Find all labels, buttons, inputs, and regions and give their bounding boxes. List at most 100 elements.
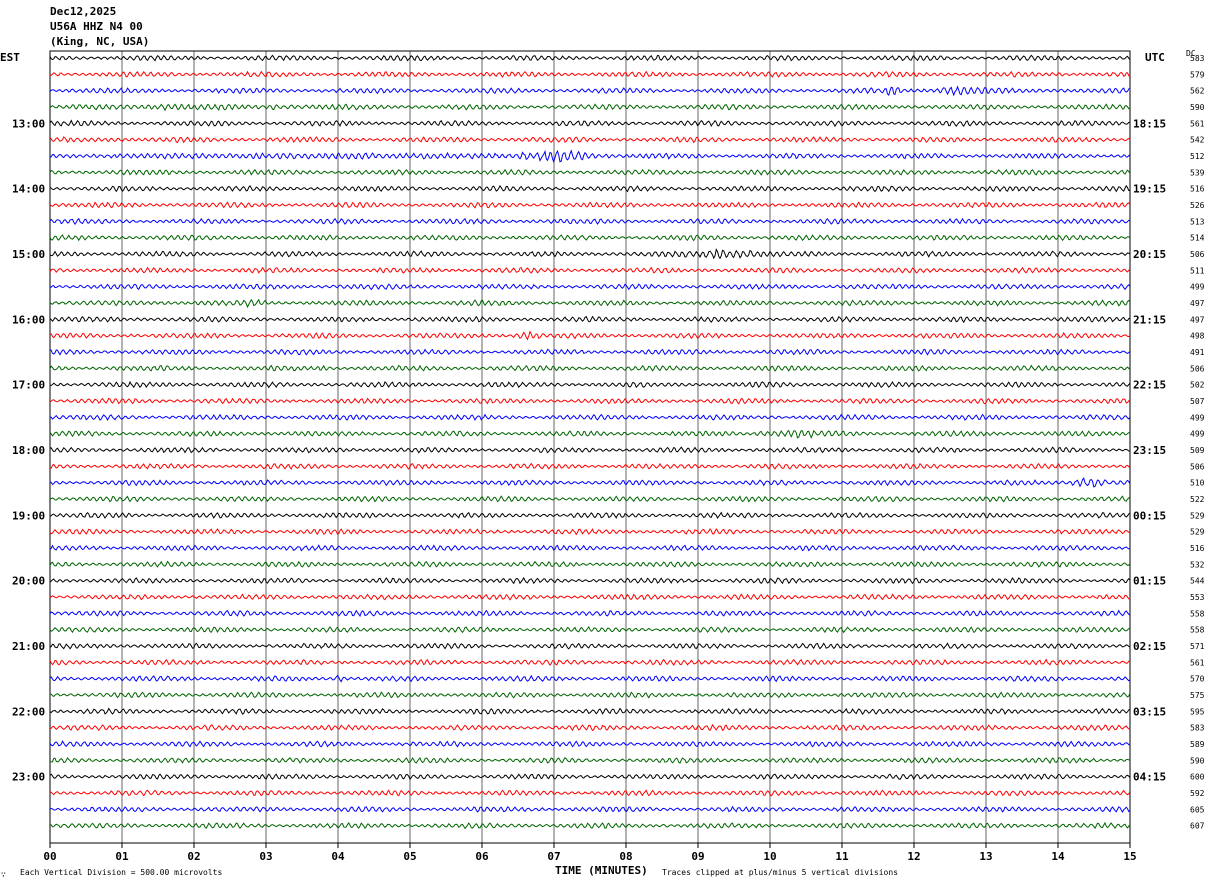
scale-note: Each Vertical Division = 500.00 microvol… (20, 868, 223, 877)
trace-line (49, 560, 1131, 568)
dc-offset-label: 507 (1190, 397, 1205, 406)
dc-offset-label: 571 (1190, 642, 1205, 651)
dc-offset-label: 526 (1190, 201, 1205, 210)
dc-offset-label: 539 (1190, 168, 1205, 177)
dc-offset-label: 553 (1190, 593, 1205, 602)
trace-line (49, 576, 1131, 585)
right-hour-label: 00:15 (1133, 509, 1166, 522)
x-tick-label: 06 (475, 850, 489, 863)
trace-line (49, 315, 1131, 324)
trace-line (49, 740, 1131, 748)
trace-line (49, 674, 1131, 683)
trace-line (49, 380, 1131, 389)
trace-line (49, 477, 1131, 488)
trace-line (49, 723, 1131, 732)
right-hour-label: 22:15 (1133, 379, 1166, 392)
x-tick-label: 10 (763, 850, 776, 863)
trace-line (49, 283, 1131, 291)
trace-line (49, 593, 1131, 601)
left-hour-label: 15:00 (12, 248, 45, 261)
trace-line (49, 642, 1131, 650)
right-hour-label: 02:15 (1133, 640, 1166, 653)
x-tick-label: 09 (691, 850, 704, 863)
trace-line (49, 495, 1131, 503)
dc-offset-label: 607 (1190, 822, 1205, 831)
x-tick-label: 07 (547, 850, 560, 863)
dc-offset-label: 512 (1190, 152, 1205, 161)
dc-offset-label: 502 (1190, 381, 1205, 390)
dc-offset-label: 605 (1190, 805, 1205, 814)
trace-line (49, 348, 1131, 356)
trace-line (49, 70, 1131, 78)
left-hour-label: 20:00 (12, 575, 45, 588)
trace-line (49, 397, 1131, 405)
trace-line (49, 413, 1131, 422)
trace-line (49, 429, 1131, 439)
trace-line (49, 609, 1131, 618)
dc-offset-label: 583 (1190, 54, 1205, 63)
dc-offset-label: 506 (1190, 364, 1205, 373)
trace-line (49, 149, 1131, 164)
dc-offset-label: 558 (1190, 609, 1205, 618)
dc-offset-label: 592 (1190, 789, 1205, 798)
station-label: U56A HHZ N4 00 (50, 20, 143, 33)
date-label: Dec12,2025 (50, 5, 117, 18)
dc-offset-label: 529 (1190, 528, 1205, 537)
left-hour-label: 16:00 (12, 313, 45, 326)
dc-offset-label: 491 (1190, 348, 1205, 357)
dc-offset-label: 561 (1190, 658, 1205, 667)
x-tick-label: 13 (979, 850, 992, 863)
dc-offset-label: 516 (1190, 185, 1205, 194)
trace-line (49, 805, 1131, 814)
dc-offset-label: 562 (1190, 87, 1205, 96)
clip-note: Traces clipped at plus/minus 5 vertical … (662, 868, 899, 877)
x-tick-label: 03 (259, 850, 272, 863)
trace-line (49, 168, 1131, 176)
dc-offset-label: 579 (1190, 70, 1205, 79)
dc-offset-label: 497 (1190, 299, 1205, 308)
left-hour-label: 14:00 (12, 183, 45, 196)
trace-line (49, 298, 1131, 309)
dc-offset-label: 575 (1190, 691, 1205, 700)
dc-offset-label: 509 (1190, 446, 1205, 455)
dc-offset-label: 498 (1190, 332, 1205, 341)
trace-line (49, 234, 1131, 242)
left-hour-label: 19:00 (12, 509, 45, 522)
x-tick-label: 01 (115, 850, 129, 863)
trace-line (49, 528, 1131, 536)
dc-offset-label: 544 (1190, 577, 1205, 586)
trace-line (49, 462, 1131, 470)
corner-mark: ∵ (1, 870, 6, 879)
x-tick-label: 15 (1123, 850, 1136, 863)
x-tick-label: 05 (403, 850, 416, 863)
trace-line (49, 658, 1131, 667)
left-hour-label: 23:00 (12, 771, 45, 784)
dc-offset-label: 510 (1190, 479, 1205, 488)
trace-line (49, 789, 1131, 797)
dc-offset-label: 514 (1190, 234, 1205, 243)
x-tick-label: 02 (187, 850, 200, 863)
location-label: (King, NC, USA) (50, 35, 150, 48)
trace-line (49, 119, 1131, 128)
trace-line (49, 103, 1131, 112)
trace-line (49, 266, 1131, 274)
right-hour-label: 23:15 (1133, 444, 1166, 457)
dc-offset-label: 529 (1190, 511, 1205, 520)
dc-offset-label: 542 (1190, 136, 1205, 145)
x-axis-title: TIME (MINUTES) (555, 864, 648, 877)
trace-line (49, 691, 1131, 699)
x-tick-label: 11 (835, 850, 849, 863)
right-hour-label: 19:15 (1133, 183, 1166, 196)
dc-offset-label: 583 (1190, 724, 1205, 733)
right-timezone-label: UTC (1145, 51, 1165, 64)
trace-line (49, 248, 1131, 260)
trace-line (49, 217, 1131, 226)
trace-line (49, 821, 1131, 830)
dc-offset-label: 595 (1190, 707, 1205, 716)
right-hour-label: 04:15 (1133, 771, 1166, 784)
trace-line (49, 544, 1131, 552)
trace-line (49, 756, 1131, 765)
dc-offset-label: 532 (1190, 560, 1205, 569)
right-hour-label: 18:15 (1133, 117, 1166, 130)
